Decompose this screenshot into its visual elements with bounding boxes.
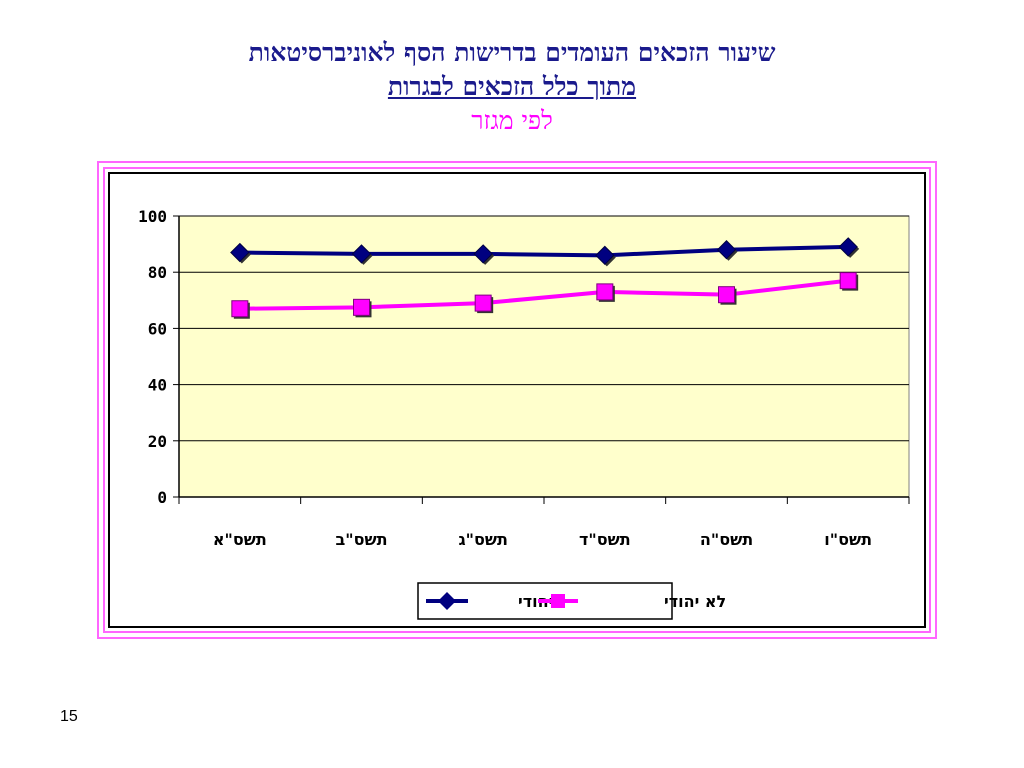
x-tick-label: תשס"ג — [458, 530, 507, 549]
legend-swatch-marker — [438, 592, 456, 610]
chart-frame-outer — [97, 161, 937, 639]
data-point — [351, 244, 372, 264]
plot-background — [178, 215, 910, 498]
data-point — [473, 244, 493, 264]
data-point — [231, 300, 249, 318]
data-point — [718, 286, 735, 304]
data-point — [838, 237, 858, 257]
y-tick-label: 60 — [148, 319, 167, 338]
legend-label: יהודי — [518, 592, 553, 611]
x-tick-label: תשס"ה — [700, 530, 753, 549]
data-point — [595, 245, 615, 266]
data-point — [839, 272, 857, 290]
slide-subtitle-sector: לפי מגזר — [471, 106, 553, 135]
legend-swatch-marker — [551, 594, 565, 608]
x-tick-label: תשס"א — [213, 530, 267, 549]
legend-label: לא יהודי — [664, 592, 726, 611]
series-line-1 — [239, 278, 849, 311]
data-point — [474, 294, 492, 312]
y-tick-label: 80 — [148, 263, 167, 282]
slide-subtitle: מתוך כלל הזכאים לבגרות — [387, 72, 637, 101]
x-tick-label: תשס"ד — [579, 530, 631, 549]
y-tick-label: 0 — [157, 488, 167, 507]
chart-frame-inner — [103, 167, 931, 633]
y-tick-label: 40 — [148, 376, 167, 395]
y-tick-label: 20 — [148, 432, 167, 451]
data-point — [230, 242, 250, 263]
series-line-0 — [239, 244, 849, 258]
x-tick-label: תשס"ב — [335, 530, 387, 549]
data-point — [353, 298, 370, 316]
page-number: 15 — [60, 708, 78, 725]
y-tick-label: 100 — [138, 207, 167, 226]
slide-title: שיעור הזכאים העומדים בדרישות הסף לאוניבר… — [248, 38, 776, 67]
x-tick-label: תשס"ו — [824, 530, 872, 549]
slide-titles: שיעור הזכאים העומדים בדרישות הסף לאוניבר… — [0, 36, 1024, 138]
data-point — [596, 283, 614, 301]
data-point — [716, 240, 737, 260]
